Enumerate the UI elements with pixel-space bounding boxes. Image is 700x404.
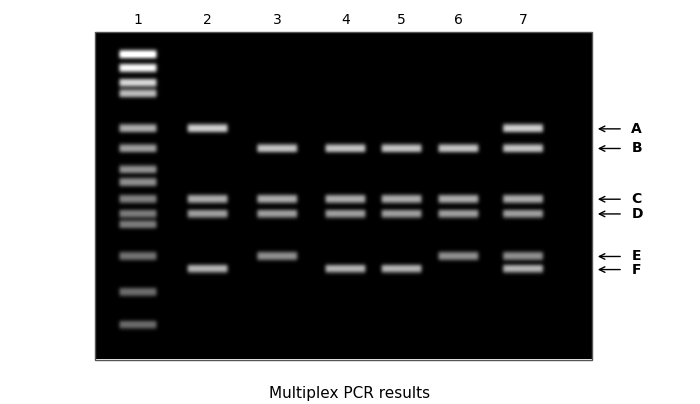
- Text: 2: 2: [204, 13, 212, 27]
- Text: 1: 1: [134, 13, 143, 27]
- Text: 6: 6: [454, 13, 463, 27]
- Text: 5: 5: [398, 13, 406, 27]
- Text: 3: 3: [273, 13, 282, 27]
- Text: B: B: [631, 141, 642, 156]
- Text: 4: 4: [341, 13, 350, 27]
- Text: 7: 7: [519, 13, 527, 27]
- Text: F: F: [631, 263, 641, 277]
- Text: Multiplex PCR results: Multiplex PCR results: [270, 386, 430, 402]
- Text: D: D: [631, 207, 643, 221]
- Text: A: A: [631, 122, 642, 136]
- Bar: [94, 32, 592, 360]
- Text: E: E: [631, 250, 641, 263]
- Text: C: C: [631, 192, 642, 206]
